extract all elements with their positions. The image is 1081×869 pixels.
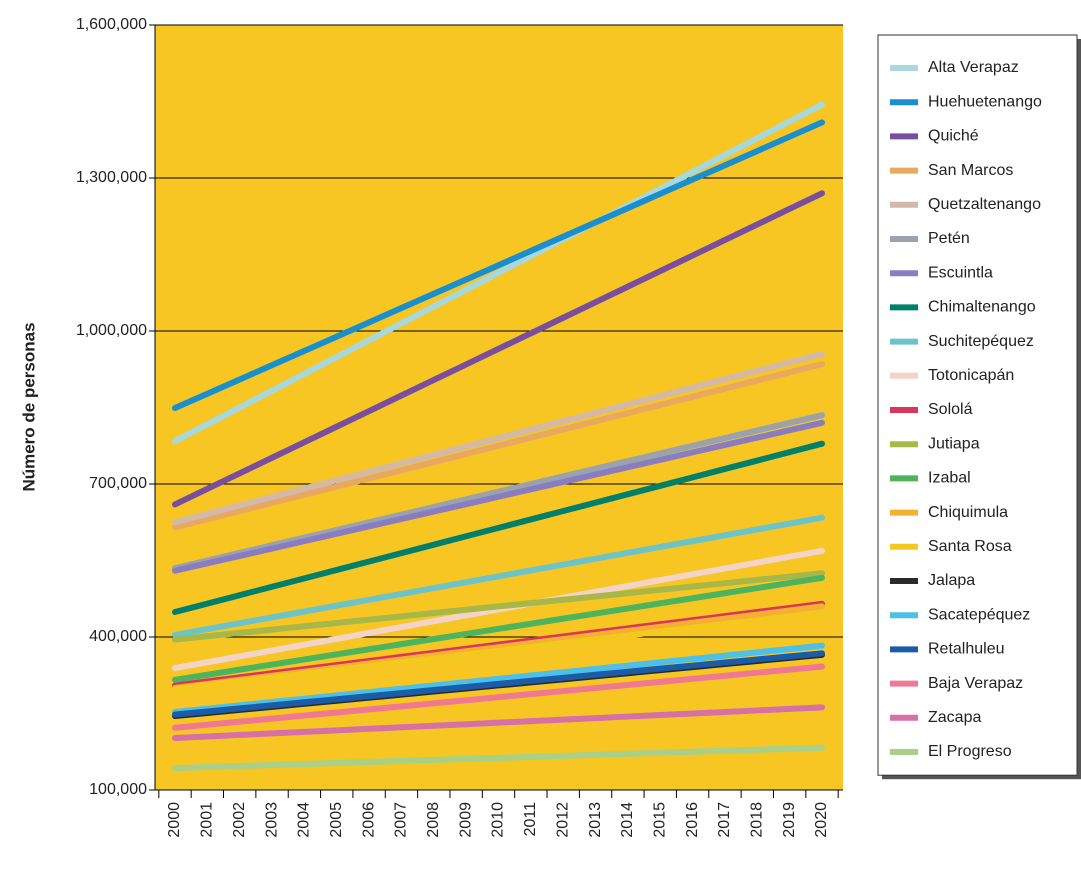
x-tick-label: 2000 [166,802,183,838]
y-tick-label: 1,000,000 [76,322,147,339]
legend-label: Sololá [928,401,973,418]
series-line [172,190,825,508]
x-tick-label: 2001 [199,802,216,838]
x-tick-label: 2005 [328,802,345,838]
legend-label: Huehuetenango [928,93,1042,110]
x-tick-label: 2016 [684,802,701,838]
legend-label: Suchitepéquez [928,333,1034,350]
legend-label: Chiquimula [928,504,1008,521]
legend [877,34,1078,776]
legend-label: Retalhuleu [928,641,1005,658]
x-tick-label: 2013 [587,802,604,838]
series-line [172,412,825,572]
x-tick-label: 2012 [554,802,571,838]
legend-label: Zacapa [928,709,981,726]
series-line [172,650,825,718]
series-line [172,663,825,731]
series-line [172,440,825,616]
x-tick-label: 2017 [716,802,733,838]
x-tick-label: 2006 [360,802,377,838]
series-line [172,547,825,672]
series-line [172,574,825,683]
x-tick-label: 2018 [749,802,766,838]
series-line [172,514,825,638]
x-tick-label: 2010 [490,802,507,838]
y-tick-label: 400,000 [89,628,147,645]
legend-label: Totonicapán [928,367,1014,384]
series-line [172,744,825,772]
legend-label: Chimaltenango [928,299,1036,316]
legend-label: El Progreso [928,743,1012,760]
series-line [172,419,825,574]
legend-label: Escuintla [928,264,993,281]
legend-label: Alta Verapaz [928,59,1019,76]
series-line [172,119,825,412]
series-line [172,642,825,715]
x-tick-label: 2011 [522,802,539,837]
series-line [172,361,825,531]
legend-label: Quetzaltenango [928,196,1041,213]
legend-label: San Marcos [928,162,1013,179]
x-tick-label: 2020 [813,802,830,838]
legend-label: Baja Verapaz [928,675,1023,692]
series-line [172,350,825,526]
x-tick-label: 2019 [781,802,798,838]
x-tick-label: 2003 [263,802,280,838]
legend-label: Sacatepéquez [928,606,1030,623]
x-tick-label: 2007 [393,802,410,838]
series-line [172,609,825,693]
legend-label: Petén [928,230,970,247]
legend-label: Jutiapa [928,435,980,452]
y-tick-label: 100,000 [89,781,147,798]
series-line [172,704,825,741]
x-tick-label: 2004 [296,802,313,838]
y-tick-label: 1,300,000 [76,169,147,186]
x-tick-label: 2014 [619,802,636,838]
series-line [172,101,825,445]
legend-label: Jalapa [928,572,975,589]
y-axis-label: Número de personas [19,322,38,491]
series-line [172,570,825,643]
y-tick-label: 700,000 [89,475,147,492]
legend-label: Izabal [928,470,971,487]
x-tick-label: 2008 [425,802,442,838]
y-tick-label: 1,600,000 [76,16,147,33]
x-tick-label: 2009 [457,802,474,838]
legend-label: Santa Rosa [928,538,1012,555]
legend-label: Quiché [928,128,979,145]
x-tick-label: 2002 [231,802,248,838]
x-tick-label: 2015 [651,802,668,838]
